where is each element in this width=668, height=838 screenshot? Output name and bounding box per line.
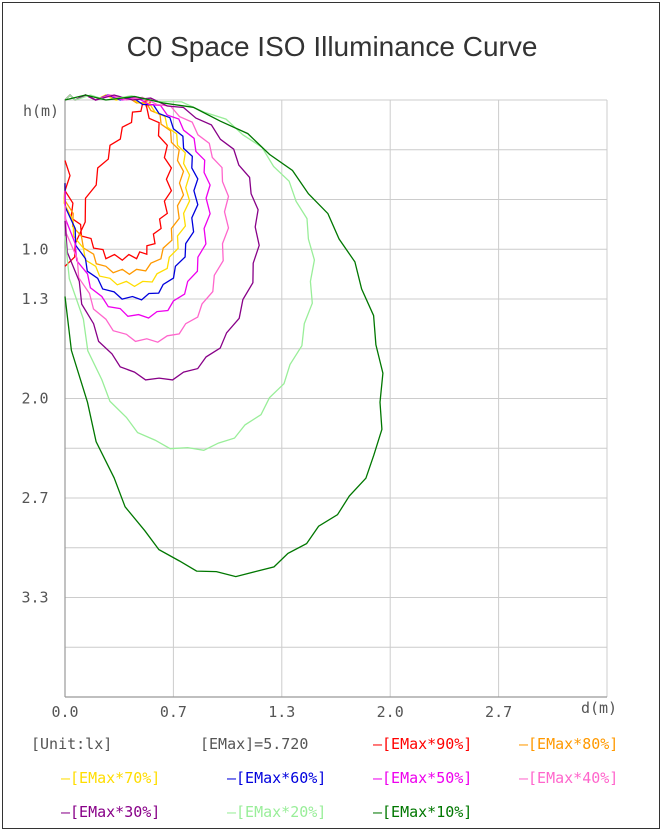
y-tick-label: 2.0	[21, 390, 48, 408]
legend-item-30: —[EMax*30%]	[61, 803, 161, 821]
legend-label-40: [EMax*40%]	[528, 769, 619, 787]
x-axis-label: d(m)	[581, 699, 617, 717]
series-line-4	[64, 94, 211, 319]
unit-label: [Unit:lx]	[31, 735, 113, 753]
legend-label-60: [EMax*60%]	[236, 769, 327, 787]
y-axis-label: h(m)	[23, 102, 59, 120]
x-tick-label: 0.7	[160, 703, 187, 721]
x-tick-label: 1.3	[268, 703, 295, 721]
series-line-6	[64, 94, 260, 381]
legend-label-10: [EMax*10%]	[382, 803, 473, 821]
legend-label-30: [EMax*30%]	[70, 803, 161, 821]
legend-label-20: [EMax*20%]	[236, 803, 327, 821]
series-line-0	[64, 99, 173, 267]
series-line-3	[64, 94, 199, 301]
x-tick-label: 2.0	[377, 703, 404, 721]
legend-label-50: [EMax*50%]	[382, 769, 473, 787]
series-line-5	[64, 94, 230, 343]
x-tick-label: 0.0	[51, 703, 78, 721]
legend-item-70: —[EMax*70%]	[61, 769, 161, 787]
y-tick-label: 1.3	[21, 290, 48, 308]
emax-label: [EMax]=5.720	[200, 735, 309, 753]
series-line-7	[64, 94, 316, 451]
y-tick-label: 2.7	[21, 489, 48, 507]
legend-item-10: —[EMax*10%]	[373, 803, 473, 821]
plot-area: 0.0 0.7 1.3 2.0 2.7 d(m) h(m) 1.0 1.3 2.0 2.7 3.3	[21, 94, 617, 721]
y-tick-label: 3.3	[21, 589, 48, 607]
legend-label-90: [EMax*90%]	[382, 735, 473, 753]
legend-item-50: —[EMax*50%]	[373, 769, 473, 787]
legend-item-20: —[EMax*20%]	[227, 803, 327, 821]
legend-item-90: —[EMax*90%]	[373, 735, 473, 753]
series-line-8	[64, 94, 384, 578]
y-tick-label: 1.0	[21, 240, 48, 258]
legend-item-80: —[EMax*80%]	[519, 735, 619, 753]
chart-title: C0 Space ISO Illuminance Curve	[126, 31, 538, 62]
legend-label-70: [EMax*70%]	[70, 769, 161, 787]
x-tick-label: 2.7	[485, 703, 512, 721]
chart-frame: C0 Space ISO Illuminance Curve 0.0 0.7 1.3…	[2, 2, 660, 829]
legend-item-60: —[EMax*60%]	[227, 769, 327, 787]
legend-item-40: —[EMax*40%]	[519, 769, 619, 787]
legend-label-80: [EMax*80%]	[528, 735, 619, 753]
